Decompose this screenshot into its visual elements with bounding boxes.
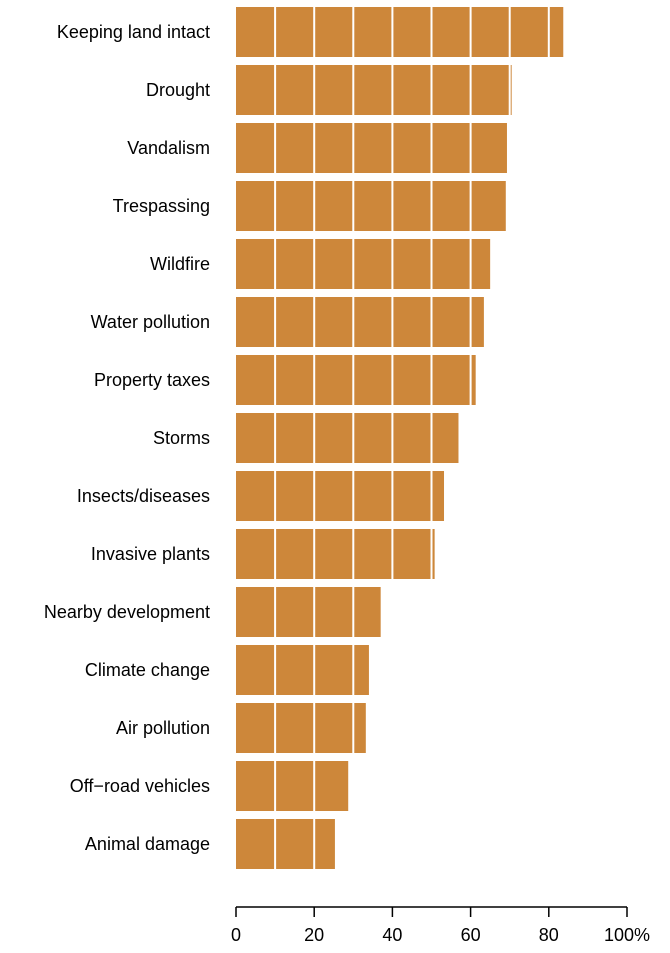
x-tick-label: 40 [382, 925, 402, 945]
bar [236, 65, 512, 115]
bar [236, 239, 491, 289]
bar [236, 297, 484, 347]
category-label: Invasive plants [91, 544, 210, 564]
bar [236, 587, 381, 637]
category-label: Nearby development [44, 602, 210, 622]
category-label: Air pollution [116, 718, 210, 738]
category-label: Wildfire [150, 254, 210, 274]
bar [236, 819, 335, 869]
x-axis: 0 20 40 60 80 100% [231, 906, 650, 945]
category-label: Climate change [85, 660, 210, 680]
bar [236, 355, 476, 405]
category-label: Trespassing [113, 196, 210, 216]
x-tick-label: 60 [461, 925, 481, 945]
x-tick-label: 0 [231, 925, 241, 945]
bar [236, 703, 366, 753]
bar [236, 529, 435, 579]
x-tick-label: 80 [539, 925, 559, 945]
bar [236, 181, 506, 231]
bar [236, 761, 349, 811]
category-label: Drought [146, 80, 210, 100]
bar [236, 123, 507, 173]
category-label: Storms [153, 428, 210, 448]
category-label: Vandalism [127, 138, 210, 158]
bar [236, 7, 564, 57]
bar [236, 471, 445, 521]
category-label: Keeping land intact [57, 22, 210, 42]
category-label: Property taxes [94, 370, 210, 390]
x-tick-label: 20 [304, 925, 324, 945]
category-label: Animal damage [85, 834, 210, 854]
x-tick-label: 100% [604, 925, 650, 945]
category-label: Insects/diseases [77, 486, 210, 506]
bar [236, 413, 459, 463]
gridlines-group [274, 7, 550, 869]
bar [236, 645, 369, 695]
category-labels-group: Keeping land intact Drought Vandalism Tresp… [44, 22, 210, 854]
category-label: Off−road vehicles [70, 776, 210, 796]
category-label: Water pollution [91, 312, 210, 332]
bars-group [236, 7, 564, 869]
